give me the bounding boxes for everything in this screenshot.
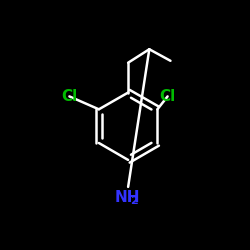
Text: 2: 2 — [130, 196, 138, 206]
Text: Cl: Cl — [160, 89, 176, 104]
Text: Cl: Cl — [61, 89, 78, 104]
Text: NH: NH — [115, 190, 140, 205]
